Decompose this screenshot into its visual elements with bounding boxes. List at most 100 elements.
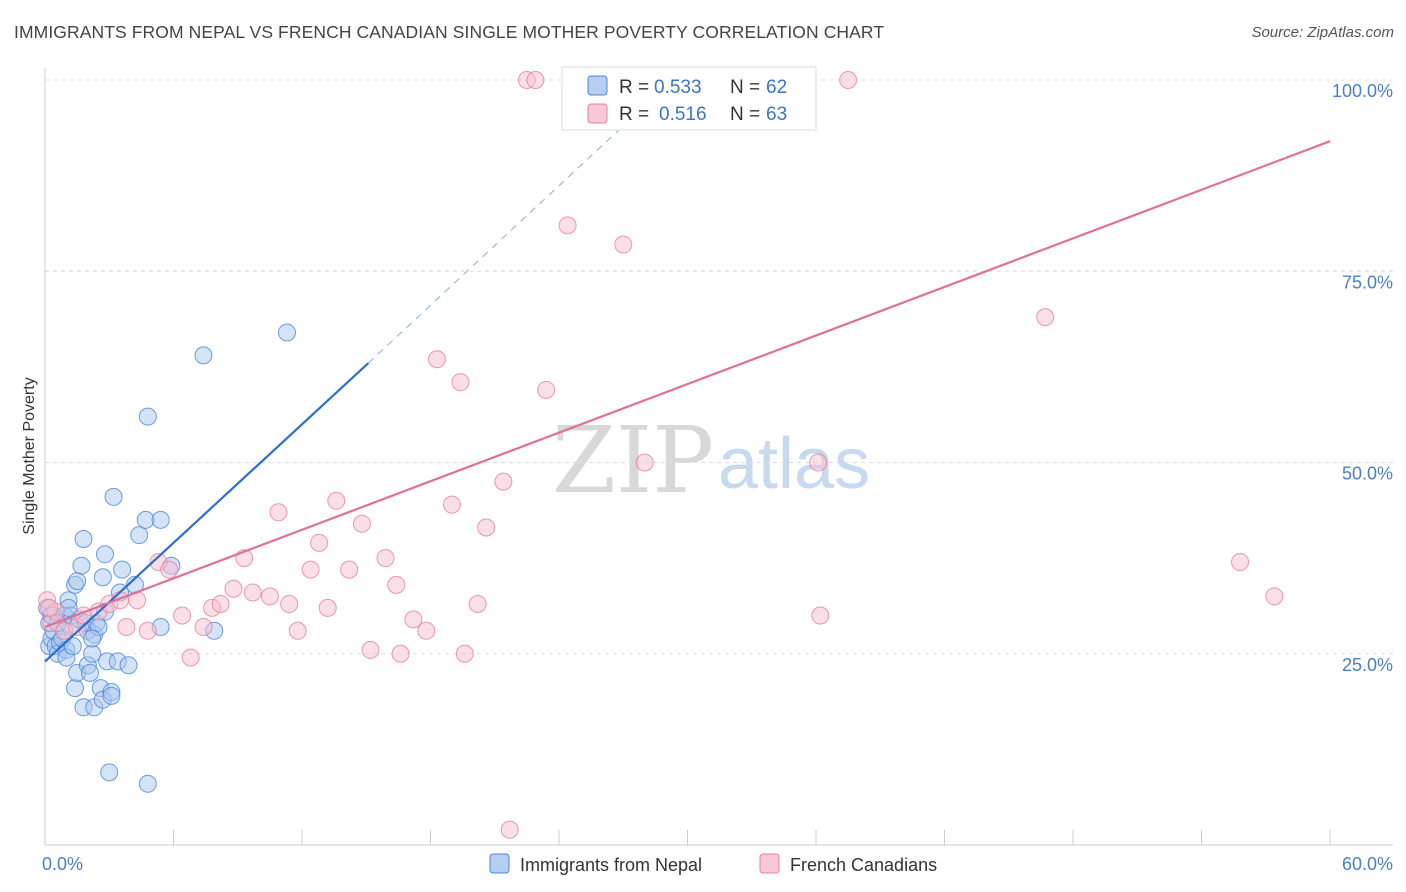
point-french-canadians-44 [494, 472, 513, 491]
grid-lines [45, 79, 1393, 655]
trend-extension-nepal [367, 125, 624, 364]
stats-legend: R = 0.533 N = 62 R = 0.516 N = 63 [561, 66, 817, 131]
point-french-canadians-19 [224, 579, 243, 598]
point-nepal-27 [80, 663, 99, 682]
point-nepal-46 [119, 656, 138, 675]
point-french-canadians-58 [1036, 308, 1055, 327]
legend-n-label-nepal: N = [730, 77, 760, 98]
point-nepal-39 [100, 763, 119, 782]
legend-n-label-french-canadians: N = [730, 104, 760, 125]
point-french-canadians-35 [391, 644, 410, 663]
series-legend: Immigrants from Nepal French Canadians [489, 853, 937, 875]
y-tick-label-50: 50.0% [1342, 464, 1393, 484]
point-french-canadians-41 [455, 644, 474, 663]
bottom-legend-swatch-french-canadians [759, 853, 780, 874]
point-french-canadians-57 [839, 71, 858, 89]
point-french-canadians-62 [40, 598, 59, 617]
point-french-canadians-37 [417, 621, 436, 640]
x-tick-label-min: 0.0% [42, 854, 83, 874]
y-tick-label-100: 100.0% [1332, 81, 1393, 101]
point-french-canadians-18 [211, 595, 230, 614]
y-tick-label-75: 75.0% [1342, 272, 1393, 292]
point-nepal-19 [68, 572, 87, 591]
point-french-canadians-36 [404, 610, 423, 629]
point-nepal-50 [138, 774, 157, 793]
point-french-canadians-52 [635, 453, 654, 472]
point-french-canadians-45 [500, 820, 519, 839]
point-french-canadians-40 [451, 373, 470, 392]
legend-r-label-french-canadians: R = [619, 104, 649, 125]
point-french-canadians-15 [181, 648, 200, 667]
point-french-canadians-23 [269, 503, 288, 522]
point-french-canadians-60 [1265, 587, 1284, 606]
point-french-canadians-55 [809, 453, 828, 472]
point-french-canadians-11 [138, 621, 157, 640]
point-french-canadians-29 [327, 491, 346, 510]
y-axis-label: Single Mother Poverty [21, 377, 38, 534]
point-nepal-15 [63, 637, 82, 656]
x-tick-label-max: 60.0% [1342, 854, 1393, 874]
y-tick-labels: 25.0% 50.0% 75.0% 100.0% [1332, 81, 1393, 675]
point-nepal-55 [194, 346, 213, 365]
point-french-canadians-33 [376, 549, 395, 568]
point-nepal-52 [151, 510, 170, 529]
axes [44, 68, 1393, 846]
point-nepal-28 [83, 644, 102, 663]
point-french-canadians-24 [280, 595, 299, 614]
point-french-canadians-48 [537, 380, 556, 399]
point-nepal-57 [278, 323, 297, 342]
point-french-canadians-31 [352, 514, 371, 533]
bottom-legend-label-nepal: Immigrants from Nepal [520, 855, 702, 875]
point-french-canadians-27 [310, 533, 329, 552]
point-french-canadians-42 [468, 595, 487, 614]
point-french-canadians-43 [477, 518, 496, 537]
legend-r-value-french-canadians: 0.516 [659, 104, 707, 125]
chart-title: IMMIGRANTS FROM NEPAL VS FRENCH CANADIAN… [14, 22, 885, 42]
trend-line-nepal [44, 362, 370, 663]
trend-lines [44, 125, 1331, 663]
legend-swatch-nepal [587, 75, 608, 96]
point-french-canadians-9 [117, 617, 136, 636]
data-points [38, 71, 1284, 839]
point-french-canadians-13 [160, 560, 179, 579]
legend-r-value-nepal: 0.533 [654, 77, 702, 98]
point-french-canadians-26 [301, 560, 320, 579]
point-french-canadians-51 [614, 235, 633, 254]
point-french-canadians-28 [318, 598, 337, 617]
point-french-canadians-34 [387, 575, 406, 594]
trend-line-french-canadians [44, 140, 1331, 629]
point-french-canadians-22 [260, 587, 279, 606]
source-credit: Source: ZipAtlas.com [1251, 24, 1394, 41]
point-nepal-49 [136, 510, 155, 529]
watermark-atlas: atlas [718, 424, 870, 504]
bottom-legend-swatch-nepal [489, 853, 510, 874]
point-french-canadians-25 [288, 621, 307, 640]
point-nepal-34 [93, 568, 112, 587]
point-french-canadians-39 [442, 495, 461, 514]
point-french-canadians-38 [427, 350, 446, 369]
point-french-canadians-32 [361, 640, 380, 659]
point-nepal-37 [95, 545, 114, 564]
point-nepal-44 [113, 560, 132, 579]
bottom-legend-label-french-canadians: French Canadians [790, 855, 937, 875]
point-french-canadians-47 [526, 71, 545, 89]
watermark-zip: ZIP [552, 407, 714, 514]
point-french-canadians-21 [243, 583, 262, 602]
point-nepal-51 [138, 407, 157, 426]
point-nepal-48 [130, 526, 149, 545]
point-french-canadians-30 [340, 560, 359, 579]
y-tick-label-25: 25.0% [1342, 655, 1393, 675]
point-nepal-42 [104, 487, 123, 506]
legend-swatch-french-canadians [587, 103, 608, 124]
point-nepal-21 [72, 556, 91, 575]
legend-n-value-nepal: 62 [766, 77, 787, 98]
point-french-canadians-49 [558, 216, 577, 235]
legend-r-label-nepal: R = [619, 77, 649, 98]
point-nepal-17 [65, 679, 84, 698]
point-french-canadians-56 [811, 606, 830, 625]
legend-n-value-french-canadians: 63 [766, 104, 787, 125]
point-nepal-61 [83, 629, 102, 648]
point-french-canadians-16 [194, 617, 213, 636]
point-nepal-22 [74, 530, 93, 548]
point-nepal-41 [102, 686, 121, 705]
